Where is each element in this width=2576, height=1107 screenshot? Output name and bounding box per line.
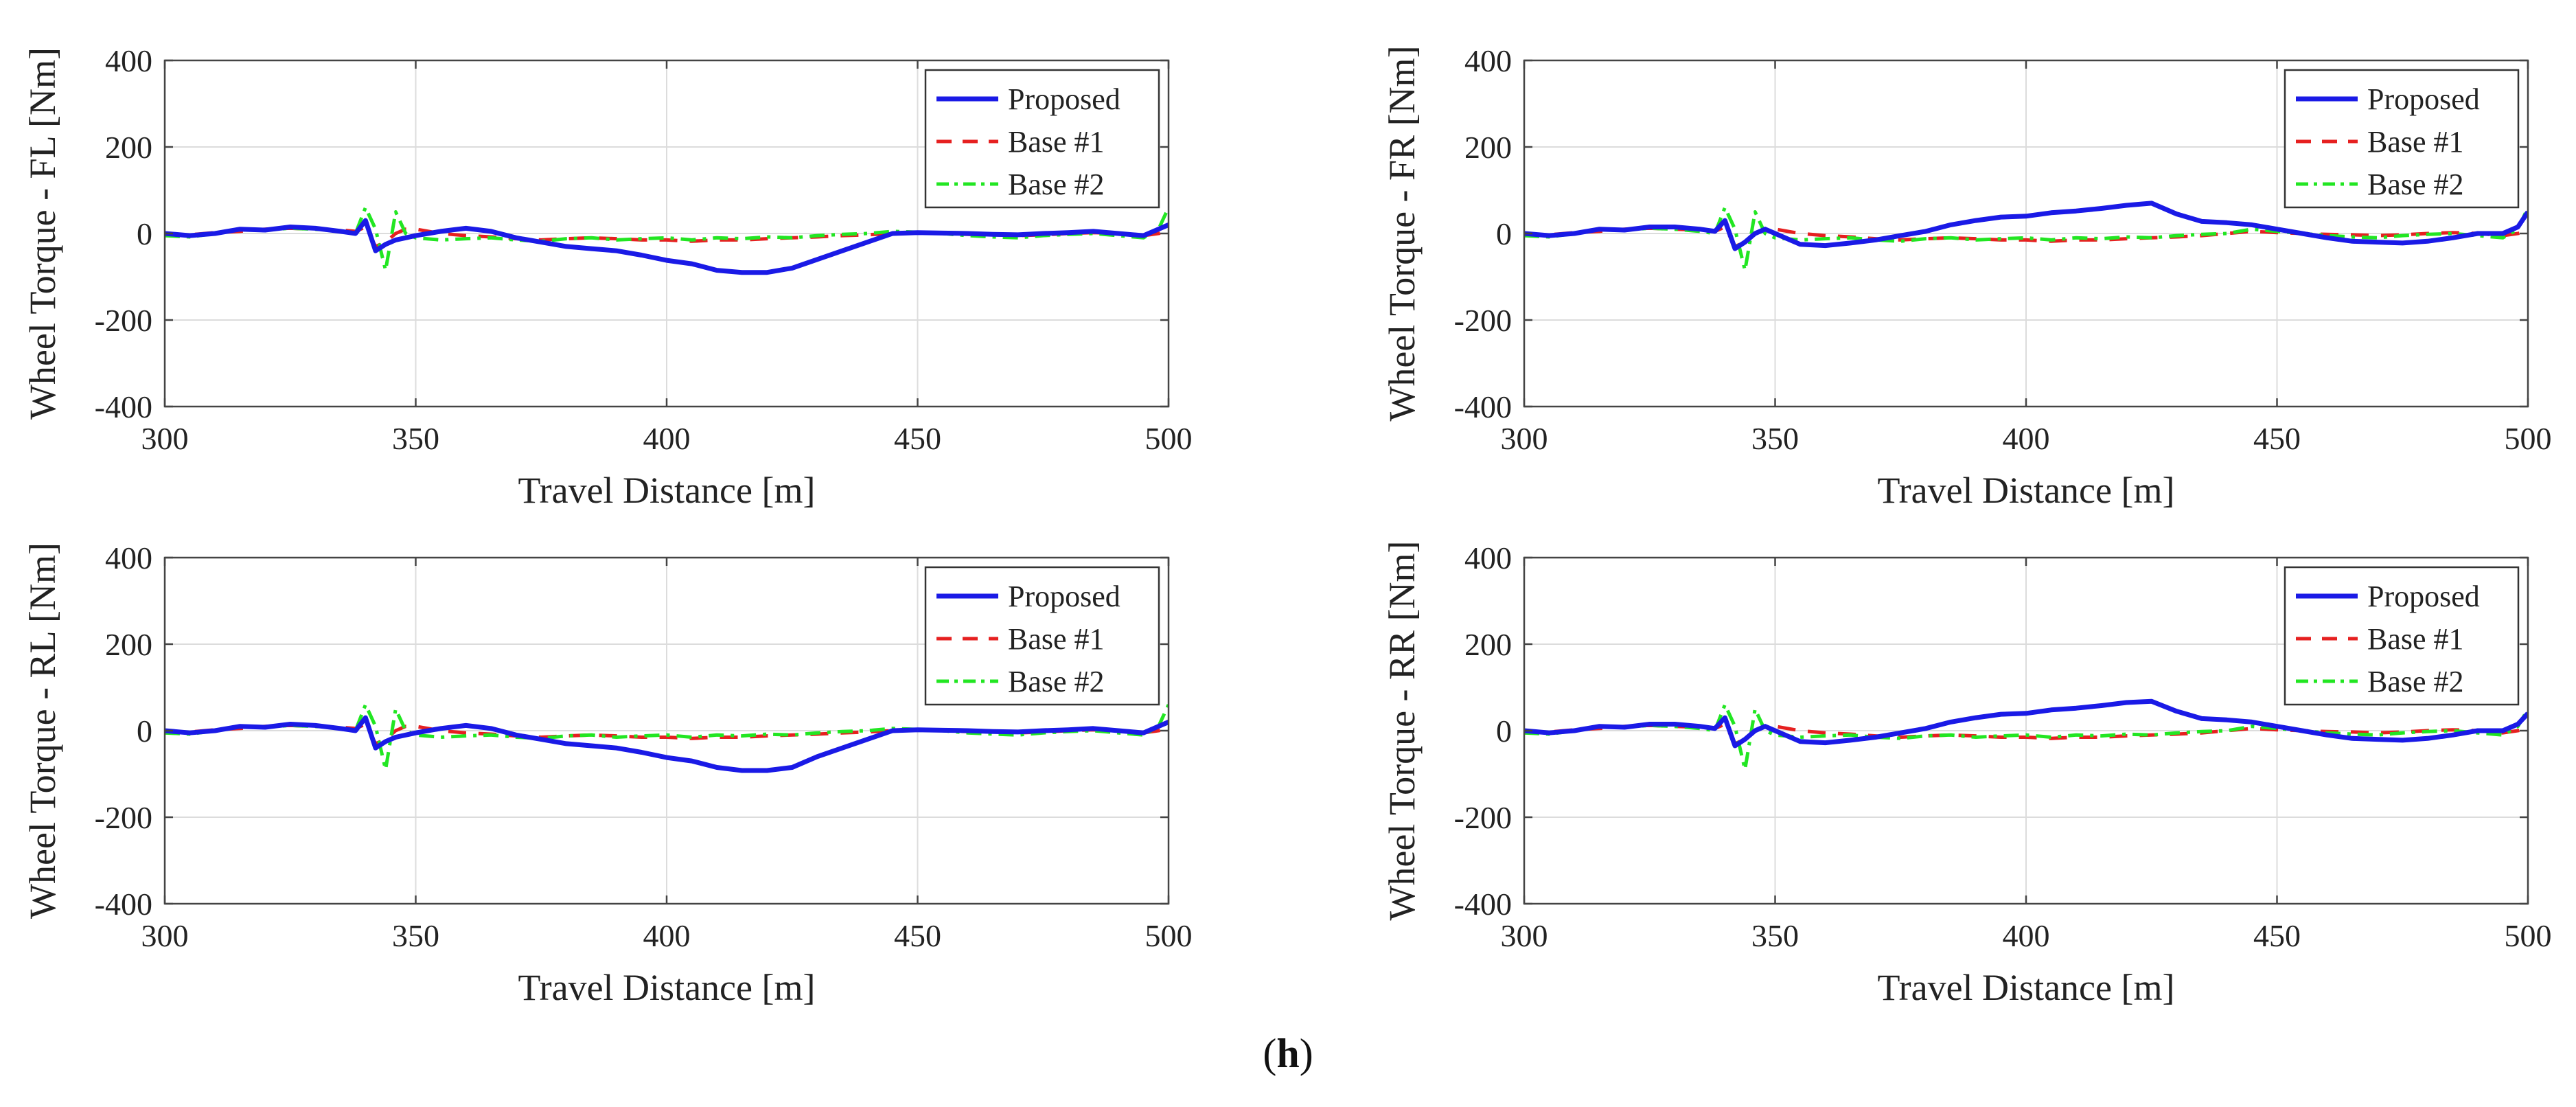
- x-tick-label: 300: [141, 918, 189, 953]
- legend: Proposed Base #1 Base #2: [2284, 566, 2520, 706]
- x-tick-label: 450: [2253, 421, 2301, 456]
- legend-label: Proposed: [1008, 82, 1120, 116]
- y-tick-label: 0: [137, 714, 152, 749]
- y-tick-label: -200: [1454, 800, 1512, 835]
- series-line-proposed: [165, 715, 1169, 773]
- x-axis-label: Travel Distance [m]: [1878, 470, 2175, 511]
- legend-label: Base #1: [2367, 125, 2464, 159]
- x-tick-label: 400: [2003, 421, 2050, 456]
- x-tick-label: 500: [1145, 918, 1193, 953]
- y-tick-label: 200: [105, 627, 152, 662]
- legend: Proposed Base #1 Base #2: [2284, 69, 2520, 209]
- chart-panel-rr: 300 350 400 450 500 -400 -200 0 200 400 Travel Dis…: [1381, 540, 2552, 1008]
- x-tick-label: 500: [1145, 421, 1193, 456]
- legend: Proposed Base #1 Base #2: [924, 566, 1160, 706]
- y-tick-label: 400: [105, 540, 152, 575]
- y-tick-label: -400: [95, 887, 152, 922]
- y-tick-label: 0: [1496, 216, 1512, 251]
- y-tick-label: 400: [105, 43, 152, 78]
- x-axis-label: Travel Distance [m]: [518, 470, 816, 511]
- y-tick-label: -200: [95, 303, 152, 338]
- legend-label: Base #1: [2367, 622, 2464, 656]
- y-tick-label: -400: [1454, 887, 1512, 922]
- x-axis-label: Travel Distance [m]: [518, 967, 816, 1008]
- figure-label: (h): [1263, 1031, 1313, 1076]
- legend-label: Base #2: [1008, 168, 1105, 201]
- x-tick-label: 300: [1501, 918, 1548, 953]
- legend-label: Base #2: [1008, 665, 1105, 698]
- legend-label: Base #2: [2367, 168, 2464, 201]
- legend: Proposed Base #1 Base #2: [924, 69, 1160, 209]
- y-tick-label: -400: [95, 389, 152, 424]
- x-tick-label: 450: [2253, 918, 2301, 953]
- legend-label: Proposed: [2367, 580, 2480, 613]
- y-tick-label: 200: [1464, 627, 1512, 662]
- x-tick-label: 400: [2003, 918, 2050, 953]
- chart-panel-fr: 300 350 400 450 500 -400 -200 0 200 400 Travel Dis…: [1381, 43, 2552, 511]
- legend-label: Base #2: [2367, 665, 2464, 698]
- x-tick-label: 300: [141, 421, 189, 456]
- series-line-proposed: [1524, 201, 2528, 251]
- x-tick-label: 500: [2505, 421, 2552, 456]
- y-tick-label: -200: [95, 800, 152, 835]
- series-line-proposed: [1524, 698, 2528, 749]
- x-tick-label: 450: [894, 918, 941, 953]
- x-tick-label: 300: [1501, 421, 1548, 456]
- y-tick-label: 400: [1464, 43, 1512, 78]
- x-tick-label: 500: [2505, 918, 2552, 953]
- x-tick-label: 450: [894, 421, 941, 456]
- x-tick-label: 350: [1751, 918, 1799, 953]
- chart-panel-fl: 300 350 400 450 500 -400 -200 0 200 400 Travel Dis…: [22, 43, 1193, 511]
- y-tick-label: 200: [105, 130, 152, 165]
- y-tick-label: 0: [137, 216, 152, 251]
- chart-panel-rl: 300 350 400 450 500 -400 -200 0 200 400 Travel Dis…: [22, 540, 1193, 1008]
- x-tick-label: 350: [392, 421, 439, 456]
- figure-label-letter: h: [1276, 1031, 1300, 1076]
- y-axis-label: Wheel Torque - RR [Nm]: [1381, 540, 1423, 920]
- y-tick-label: -400: [1454, 389, 1512, 424]
- legend-label: Proposed: [1008, 580, 1120, 613]
- x-tick-label: 350: [392, 918, 439, 953]
- x-axis-label: Travel Distance [m]: [1878, 967, 2175, 1008]
- legend-label: Base #1: [1008, 125, 1105, 159]
- series-line-proposed: [165, 218, 1169, 275]
- x-tick-label: 400: [643, 421, 691, 456]
- x-tick-label: 400: [643, 918, 691, 953]
- y-axis-label: Wheel Torque - RL [Nm]: [22, 543, 63, 919]
- y-tick-label: 0: [1496, 714, 1512, 749]
- y-tick-label: -200: [1454, 303, 1512, 338]
- y-tick-label: 200: [1464, 130, 1512, 165]
- x-tick-label: 350: [1751, 421, 1799, 456]
- legend-label: Base #1: [1008, 622, 1105, 656]
- y-axis-label: Wheel Torque - FL [Nm]: [22, 47, 63, 420]
- y-tick-label: 400: [1464, 540, 1512, 575]
- legend-label: Proposed: [2367, 82, 2480, 116]
- y-axis-label: Wheel Torque - FR [Nm]: [1381, 45, 1423, 421]
